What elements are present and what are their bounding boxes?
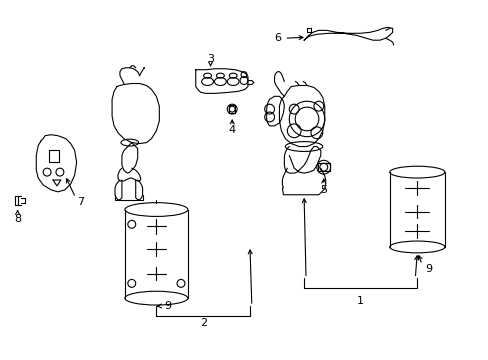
Text: 8: 8: [14, 215, 21, 224]
Text: 3: 3: [206, 54, 214, 64]
Text: 4: 4: [228, 125, 235, 135]
Text: 2: 2: [200, 318, 207, 328]
Text: 7: 7: [77, 197, 84, 207]
Text: 9: 9: [425, 264, 432, 274]
Text: 6: 6: [273, 33, 281, 43]
Text: 1: 1: [356, 296, 363, 306]
Text: 5: 5: [320, 185, 326, 195]
Text: 9: 9: [164, 301, 171, 311]
